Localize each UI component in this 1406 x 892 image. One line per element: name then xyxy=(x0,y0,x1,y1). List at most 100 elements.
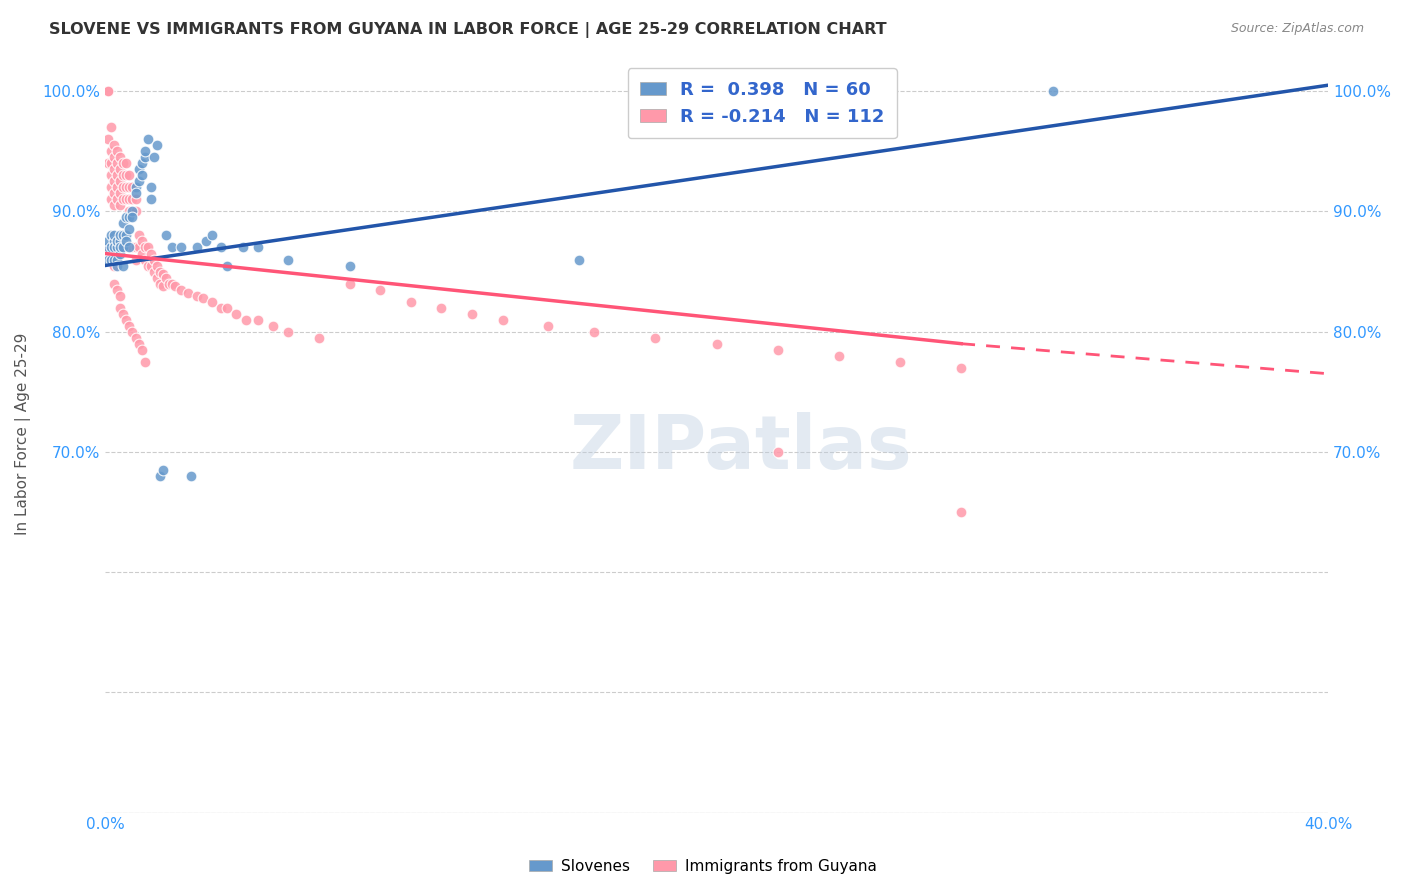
Point xyxy=(131,169,153,183)
Point xyxy=(97,235,120,249)
Point xyxy=(100,180,122,194)
Point xyxy=(100,252,122,267)
Point xyxy=(134,252,156,267)
Point xyxy=(112,156,135,170)
Point xyxy=(170,240,193,254)
Point xyxy=(105,145,128,159)
Point xyxy=(568,252,591,267)
Point xyxy=(134,240,156,254)
Point xyxy=(118,211,141,225)
Point xyxy=(180,469,202,483)
Point xyxy=(110,150,132,164)
Point xyxy=(128,162,150,177)
Point xyxy=(176,286,198,301)
Point xyxy=(368,283,391,297)
Point xyxy=(155,228,177,243)
Point xyxy=(112,240,135,254)
Point xyxy=(766,445,789,459)
Point xyxy=(430,301,453,315)
Point xyxy=(142,252,165,267)
Point xyxy=(97,132,120,146)
Point xyxy=(128,174,150,188)
Point xyxy=(110,198,132,212)
Point xyxy=(155,270,177,285)
Point xyxy=(97,84,120,98)
Point xyxy=(277,325,299,339)
Point xyxy=(186,288,208,302)
Point xyxy=(217,259,239,273)
Point xyxy=(828,349,851,363)
Point xyxy=(103,150,125,164)
Point xyxy=(209,301,232,315)
Point xyxy=(131,246,153,260)
Point xyxy=(217,301,239,315)
Point xyxy=(115,235,138,249)
Point xyxy=(131,343,153,357)
Point xyxy=(262,318,284,333)
Point xyxy=(100,252,122,267)
Point xyxy=(246,240,269,254)
Point xyxy=(115,193,138,207)
Point xyxy=(142,150,165,164)
Point xyxy=(277,252,299,267)
Point xyxy=(583,325,606,339)
Point xyxy=(118,180,141,194)
Point xyxy=(209,240,232,254)
Point xyxy=(131,156,153,170)
Point xyxy=(100,240,122,254)
Point xyxy=(121,193,143,207)
Point xyxy=(644,331,666,345)
Point xyxy=(105,193,128,207)
Point xyxy=(121,240,143,254)
Point xyxy=(115,211,138,225)
Point xyxy=(118,240,141,254)
Point xyxy=(105,180,128,194)
Point xyxy=(118,318,141,333)
Point xyxy=(124,193,146,207)
Point xyxy=(537,318,560,333)
Point xyxy=(149,277,172,291)
Point xyxy=(112,193,135,207)
Point xyxy=(100,156,122,170)
Text: ZIPatlas: ZIPatlas xyxy=(569,412,912,485)
Point xyxy=(149,264,172,278)
Point xyxy=(191,291,214,305)
Point xyxy=(115,156,138,170)
Point xyxy=(121,211,143,225)
Point xyxy=(124,240,146,254)
Point xyxy=(105,252,128,267)
Point xyxy=(103,277,125,291)
Legend: R =  0.398   N = 60, R = -0.214   N = 112: R = 0.398 N = 60, R = -0.214 N = 112 xyxy=(627,68,897,138)
Point xyxy=(162,240,184,254)
Point xyxy=(110,174,132,188)
Point xyxy=(201,228,224,243)
Point xyxy=(121,325,143,339)
Point xyxy=(112,307,135,321)
Point xyxy=(139,180,162,194)
Point xyxy=(235,312,257,326)
Point xyxy=(225,307,247,321)
Point xyxy=(118,222,141,236)
Point xyxy=(134,150,156,164)
Point xyxy=(110,162,132,177)
Point xyxy=(706,336,728,351)
Point xyxy=(339,259,361,273)
Point xyxy=(157,277,180,291)
Point xyxy=(165,279,187,293)
Point xyxy=(201,294,224,309)
Point xyxy=(308,331,330,345)
Point xyxy=(128,228,150,243)
Point xyxy=(110,246,132,260)
Point xyxy=(110,240,132,254)
Point xyxy=(100,246,122,260)
Point xyxy=(139,259,162,273)
Point xyxy=(139,193,162,207)
Point xyxy=(124,180,146,194)
Point xyxy=(112,228,135,243)
Point xyxy=(121,180,143,194)
Point xyxy=(100,193,122,207)
Point xyxy=(97,84,120,98)
Point xyxy=(118,204,141,219)
Point xyxy=(112,180,135,194)
Point xyxy=(461,307,484,321)
